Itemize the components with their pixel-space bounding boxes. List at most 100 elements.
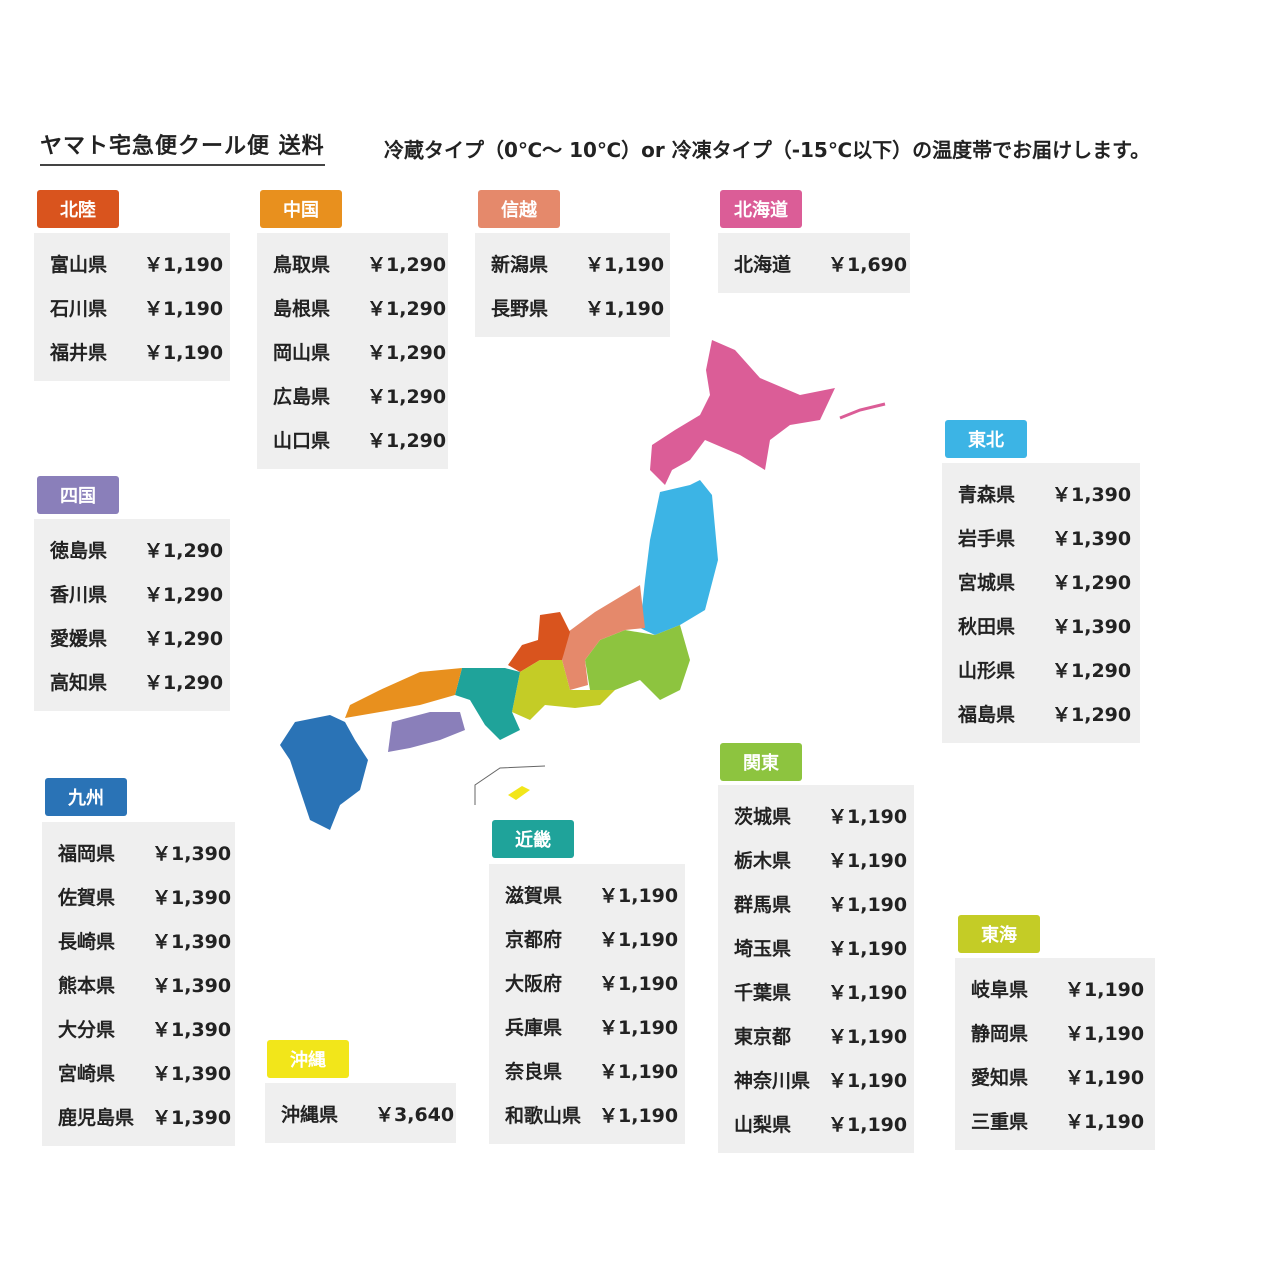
price-row: 鹿児島県 ￥1,390: [42, 1094, 235, 1138]
price-row: 石川県 ￥1,190: [34, 285, 230, 329]
shipping-price: ￥1,390: [152, 886, 232, 909]
prefecture-name: 群馬県: [734, 893, 792, 916]
shipping-price: ￥1,190: [599, 1016, 679, 1039]
price-row: 岡山県 ￥1,290: [257, 329, 448, 373]
prefecture-name: 徳島県: [50, 539, 108, 562]
shipping-price: ￥1,290: [1052, 659, 1132, 682]
shipping-price: ￥1,290: [144, 627, 224, 650]
prefecture-name: 和歌山県: [505, 1104, 582, 1127]
price-row: 大阪府 ￥1,190: [489, 960, 685, 1004]
region-price-list: 北海道 ￥1,690: [718, 233, 910, 293]
price-row: 長崎県 ￥1,390: [42, 918, 235, 962]
price-row: 広島県 ￥1,290: [257, 373, 448, 417]
prefecture-name: 福岡県: [58, 842, 116, 865]
shipping-price: ￥1,190: [1065, 1110, 1145, 1133]
price-row: 青森県 ￥1,390: [942, 471, 1140, 515]
shipping-price: ￥1,290: [367, 429, 447, 452]
shipping-price: ￥1,190: [828, 893, 908, 916]
region-price-list: 沖縄県 ￥3,640: [265, 1083, 456, 1143]
region-price-list: 岐阜県 ￥1,190 静岡県 ￥1,190 愛知県 ￥1,190 三重県 ￥1,190: [955, 958, 1155, 1150]
price-row: 福井県 ￥1,190: [34, 329, 230, 373]
map-northern-islands: [839, 402, 886, 420]
shipping-price: ￥1,290: [144, 583, 224, 606]
region-price-list: 福岡県 ￥1,390 佐賀県 ￥1,390 長崎県 ￥1,390 熊本県 ￥1,390 大分県 ￥…: [42, 822, 235, 1146]
price-row: 京都府 ￥1,190: [489, 916, 685, 960]
prefecture-name: 宮城県: [958, 571, 1016, 594]
prefecture-name: 大分県: [58, 1018, 116, 1041]
shipping-price: ￥1,290: [367, 253, 447, 276]
price-row: 福岡県 ￥1,390: [42, 830, 235, 874]
prefecture-name: 富山県: [50, 253, 108, 276]
shipping-price: ￥1,390: [152, 1062, 232, 1085]
price-row: 福島県 ￥1,290: [942, 691, 1140, 735]
prefecture-name: 愛媛県: [50, 627, 108, 650]
price-row: 熊本県 ￥1,390: [42, 962, 235, 1006]
prefecture-name: 長崎県: [58, 930, 116, 953]
page-title: ヤマト宅急便クール便 送料: [40, 128, 325, 166]
map-kinki: [455, 668, 520, 740]
price-row: 群馬県 ￥1,190: [718, 881, 914, 925]
shipping-price: ￥3,640: [375, 1103, 455, 1126]
prefecture-name: 兵庫県: [505, 1016, 563, 1039]
price-row: 滋賀県 ￥1,190: [489, 872, 685, 916]
shipping-price: ￥1,290: [367, 385, 447, 408]
price-row: 東京都 ￥1,190: [718, 1013, 914, 1057]
prefecture-name: 鳥取県: [273, 253, 331, 276]
price-row: 宮崎県 ￥1,390: [42, 1050, 235, 1094]
map-kanto: [585, 625, 690, 700]
prefecture-name: 愛知県: [971, 1066, 1029, 1089]
prefecture-name: 茨城県: [734, 805, 792, 828]
prefecture-name: 高知県: [50, 671, 108, 694]
price-row: 島根県 ￥1,290: [257, 285, 448, 329]
price-row: 秋田県 ￥1,390: [942, 603, 1140, 647]
price-row: 神奈川県 ￥1,190: [718, 1057, 914, 1101]
prefecture-name: 大阪府: [505, 972, 563, 995]
prefecture-name: 岐阜県: [971, 978, 1029, 1001]
shipping-price: ￥1,190: [585, 297, 665, 320]
price-row: 徳島県 ￥1,290: [34, 527, 230, 571]
price-row: 岐阜県 ￥1,190: [955, 966, 1155, 1010]
shipping-price: ￥1,190: [828, 1069, 908, 1092]
shipping-price: ￥1,190: [599, 1104, 679, 1127]
region-tag: 中国: [260, 190, 342, 228]
price-row: 愛知県 ￥1,190: [955, 1054, 1155, 1098]
shipping-price: ￥1,190: [828, 937, 908, 960]
price-row: 和歌山県 ￥1,190: [489, 1092, 685, 1136]
shipping-price: ￥1,190: [1065, 1022, 1145, 1045]
shipping-price: ￥1,690: [828, 253, 908, 276]
price-row: 北海道 ￥1,690: [718, 241, 910, 285]
shipping-price: ￥1,190: [599, 884, 679, 907]
map-shikoku: [388, 712, 465, 752]
price-row: 栃木県 ￥1,190: [718, 837, 914, 881]
prefecture-name: 神奈川県: [734, 1069, 811, 1092]
prefecture-name: 沖縄県: [281, 1103, 339, 1126]
shipping-price: ￥1,390: [152, 974, 232, 997]
map-tohoku: [640, 480, 718, 635]
region-tag: 四国: [37, 476, 119, 514]
shipping-price: ￥1,190: [144, 297, 224, 320]
shipping-price: ￥1,190: [599, 1060, 679, 1083]
price-row: 茨城県 ￥1,190: [718, 793, 914, 837]
prefecture-name: 新潟県: [491, 253, 549, 276]
region-price-list: 新潟県 ￥1,190 長野県 ￥1,190: [475, 233, 670, 337]
map-kyushu: [280, 715, 368, 830]
prefecture-name: 香川県: [50, 583, 108, 606]
prefecture-name: 広島県: [273, 385, 331, 408]
region-tag: 九州: [45, 778, 127, 816]
shipping-price: ￥1,390: [152, 1018, 232, 1041]
prefecture-name: 北海道: [734, 253, 792, 276]
map-okinawa: [508, 786, 530, 800]
shipping-price: ￥1,290: [1052, 571, 1132, 594]
region-price-list: 鳥取県 ￥1,290 島根県 ￥1,290 岡山県 ￥1,290 広島県 ￥1,290 山口県 ￥…: [257, 233, 448, 469]
page-subtitle: 冷蔵タイプ（0℃～ 10℃）or 冷凍タイプ（-15℃以下）の温度帯でお届けしま…: [384, 138, 1151, 162]
region-tag: 信越: [478, 190, 560, 228]
prefecture-name: 静岡県: [971, 1022, 1029, 1045]
prefecture-name: 岩手県: [958, 527, 1016, 550]
prefecture-name: 青森県: [958, 483, 1016, 506]
price-row: 山口県 ￥1,290: [257, 417, 448, 461]
map-okinawa-frame: [474, 765, 546, 805]
price-row: 兵庫県 ￥1,190: [489, 1004, 685, 1048]
map-hokuriku: [508, 612, 570, 672]
shipping-price: ￥1,390: [1052, 615, 1132, 638]
prefecture-name: 石川県: [50, 297, 108, 320]
